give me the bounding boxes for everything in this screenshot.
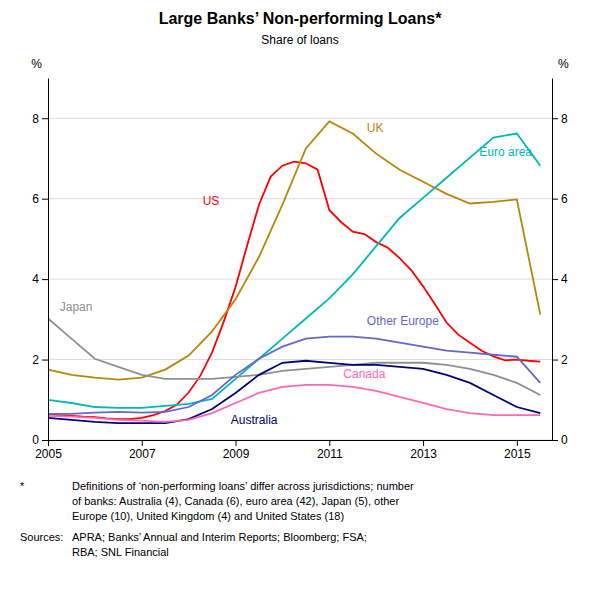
tick: 4 — [32, 272, 48, 286]
tick-label: 2015 — [504, 447, 531, 461]
series-line — [48, 337, 540, 414]
tick: 0 — [32, 433, 48, 447]
tick-label: 2 — [32, 353, 39, 367]
footnote-text: Europe (10), United Kingdom (4) and Unit… — [72, 510, 344, 522]
tick: 2 — [552, 353, 568, 367]
plot: 2005 2007 2009 2011 2013 2015 0 2 4 6 8 0 2 4 6 8 US UK Eu… — [32, 79, 568, 461]
series-label: Japan — [60, 300, 93, 314]
tick-mark — [552, 440, 558, 441]
tick-mark — [552, 279, 558, 280]
tick-label: 8 — [32, 112, 39, 126]
grid — [48, 118, 552, 440]
tick-label: 2013 — [410, 447, 437, 461]
series-label: Euro area — [479, 145, 532, 159]
tick: 2015 — [504, 440, 531, 461]
grid-line — [48, 440, 552, 441]
tick-label: 2009 — [223, 447, 250, 461]
y-axis: 0 2 4 6 8 — [32, 79, 48, 448]
tick: 2013 — [410, 440, 437, 461]
footnotes: * Definitions of ‘non-performing loans’ d… — [20, 480, 414, 558]
series-line — [48, 361, 540, 423]
footnote-text: Definitions of ‘non-performing loans’ di… — [72, 480, 414, 492]
tick: 8 — [32, 112, 48, 126]
series-line — [48, 385, 540, 422]
tick-mark — [42, 118, 48, 119]
footnote-text: APRA; Banks’ Annual and Interim Reports;… — [72, 531, 367, 543]
y-axis-label: % — [31, 57, 42, 71]
chart: Large Banks’ Non-performing Loans* Share … — [0, 0, 600, 616]
series-label: US — [203, 194, 220, 208]
series-line — [48, 134, 540, 408]
footnote-text: RBA; SNL Financial — [72, 546, 169, 558]
tick: 0 — [552, 433, 568, 447]
tick-label: 4 — [561, 272, 568, 286]
tick-mark — [552, 360, 558, 361]
tick-label: 0 — [32, 433, 39, 447]
y2-axis-label: % — [558, 57, 569, 71]
x-axis: 2005 2007 2009 2011 2013 2015 — [35, 440, 552, 461]
tick-label: 2005 — [35, 447, 62, 461]
tick: 2009 — [223, 440, 250, 461]
tick-label: 2 — [561, 353, 568, 367]
series-label: UK — [367, 121, 384, 135]
tick-label: 4 — [32, 272, 39, 286]
grid-line — [48, 118, 552, 119]
footnote-key: Sources: — [20, 531, 63, 543]
series-line — [48, 319, 540, 395]
tick-mark — [552, 118, 558, 119]
title: Large Banks’ Non-performing Loans* — [159, 10, 442, 27]
footnote-key: * — [20, 480, 25, 492]
tick-mark — [42, 279, 48, 280]
tick: 6 — [552, 192, 568, 206]
tick: 4 — [552, 272, 568, 286]
annotations: US UK Euro area Japan Other Europe Australia C… — [60, 121, 533, 427]
series-line — [48, 162, 540, 419]
tick-label: 6 — [32, 192, 39, 206]
subtitle: Share of loans — [261, 33, 338, 47]
grid-line — [48, 279, 552, 280]
tick-mark — [42, 440, 48, 441]
axis-line — [49, 440, 553, 441]
tick-label: 6 — [561, 192, 568, 206]
tick-mark — [517, 440, 518, 446]
tick-label: 0 — [561, 433, 568, 447]
axis-line — [552, 79, 553, 441]
tick-mark — [42, 199, 48, 200]
tick-label: 2011 — [317, 447, 343, 461]
tick: 2007 — [129, 440, 156, 461]
tick-mark — [423, 440, 424, 446]
tick-mark — [329, 440, 330, 446]
tick-label: 2007 — [129, 447, 156, 461]
tick: 6 — [32, 192, 48, 206]
tick-mark — [142, 440, 143, 446]
tick: 8 — [552, 112, 568, 126]
grid-line — [48, 198, 552, 199]
series-label: Canada — [343, 367, 385, 381]
grid-line — [48, 359, 552, 360]
footnote-text: of banks: Australia (4), Canada (6), eur… — [72, 495, 399, 507]
tick-mark — [42, 360, 48, 361]
tick: 2011 — [317, 440, 343, 461]
tick-mark — [48, 440, 49, 446]
axis-line — [48, 79, 49, 441]
series-label: Australia — [231, 413, 278, 427]
tick-label: 8 — [561, 112, 568, 126]
tick: 2 — [32, 353, 48, 367]
y2-axis: 0 2 4 6 8 — [552, 79, 568, 448]
tick-mark — [236, 440, 237, 446]
lines — [48, 121, 540, 423]
series-label: Other Europe — [367, 314, 439, 328]
tick: 2005 — [35, 440, 62, 461]
tick-mark — [552, 199, 558, 200]
